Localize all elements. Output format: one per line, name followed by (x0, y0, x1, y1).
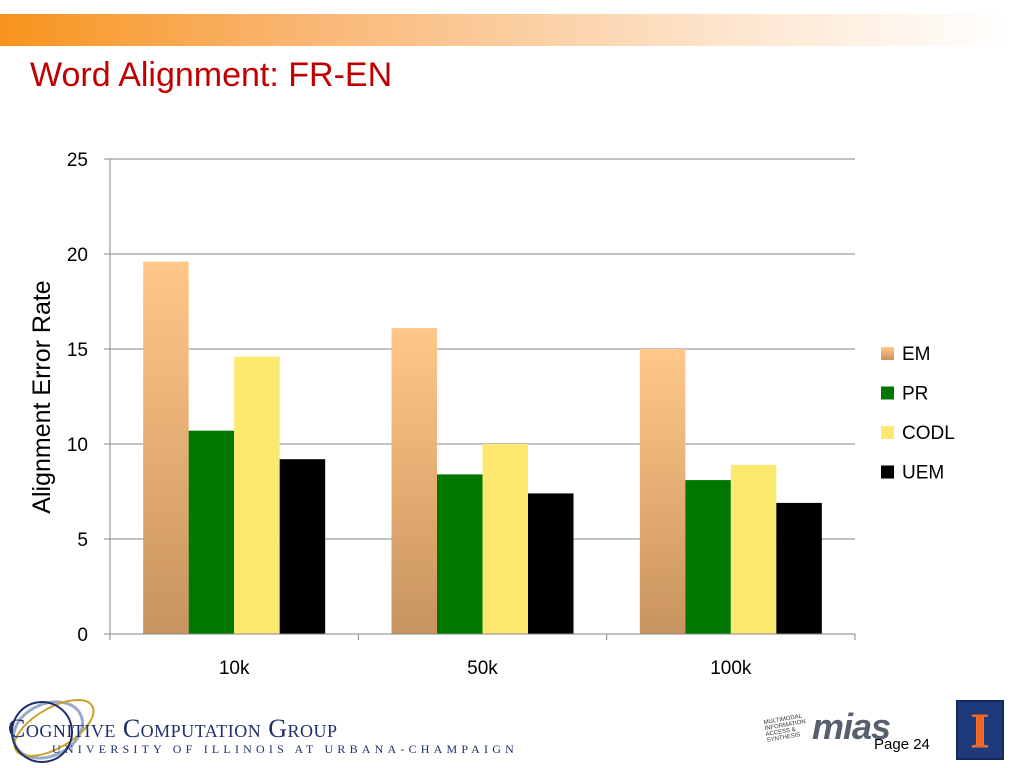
y-tick-labels: 0 5 10 15 20 25 (67, 150, 88, 646)
x-tick-label: 50k (467, 658, 498, 679)
axes (109, 159, 856, 640)
y-tick-label: 15 (67, 340, 88, 361)
bar-codl-100k (730, 464, 777, 634)
group-name: Cognitive Computation Group (8, 714, 338, 743)
bar-em-50k (391, 328, 437, 634)
bar-pr-10k (188, 430, 235, 634)
legend-swatch-em (881, 347, 894, 360)
legend-swatch-codl (881, 426, 894, 439)
legend-label-pr: PR (902, 384, 928, 405)
y-tick-label: 20 (67, 245, 88, 266)
x-tick-label: 100k (710, 658, 752, 679)
slide-title: Word Alignment: FR-EN (30, 56, 393, 94)
y-tick-label: 10 (67, 435, 88, 456)
page-number: Page 24 (874, 736, 930, 753)
bar-codl-50k (482, 444, 528, 634)
legend-label-uem: UEM (902, 463, 944, 484)
y-tick-label: 0 (77, 625, 88, 646)
gridlines (104, 158, 855, 635)
bar-pr-100k (685, 480, 731, 634)
bar-chart: 0 5 10 15 20 25 10k 50k 100k Alignment Error Ra… (28, 150, 955, 679)
x-tick-label: 10k (219, 658, 250, 679)
mias-logo: mias (812, 706, 891, 747)
university-name: UNIVERSITY OF ILLINOIS AT URBANA-CHAMPAI… (52, 742, 518, 756)
bar-em-10k (143, 261, 189, 634)
legend-label-codl: CODL (902, 423, 955, 444)
legend-swatch-pr (881, 386, 894, 400)
legend-swatch-uem (881, 465, 894, 479)
bar-uem-100k (776, 502, 822, 634)
y-tick-label: 5 (77, 530, 88, 551)
mias-subtitle: Multimodal Information Access & Synthesi… (763, 713, 807, 744)
bars (143, 261, 822, 634)
header-band (0, 14, 1010, 46)
bar-uem-50k (528, 493, 574, 634)
uiuc-logo: I (956, 700, 1004, 760)
x-tick-labels: 10k 50k 100k (219, 658, 752, 679)
legend: EM PR CODL UEM (881, 344, 955, 484)
y-axis-label: Alignment Error Rate (28, 280, 56, 513)
uiuc-i-icon: I (970, 702, 990, 758)
y-tick-label: 25 (67, 150, 88, 171)
bar-codl-10k (234, 356, 280, 634)
ccg-swoosh-logo (11, 699, 95, 763)
legend-label-em: EM (902, 344, 931, 365)
bar-pr-50k (437, 474, 483, 634)
bar-em-100k (639, 349, 686, 634)
bar-uem-10k (279, 459, 326, 634)
